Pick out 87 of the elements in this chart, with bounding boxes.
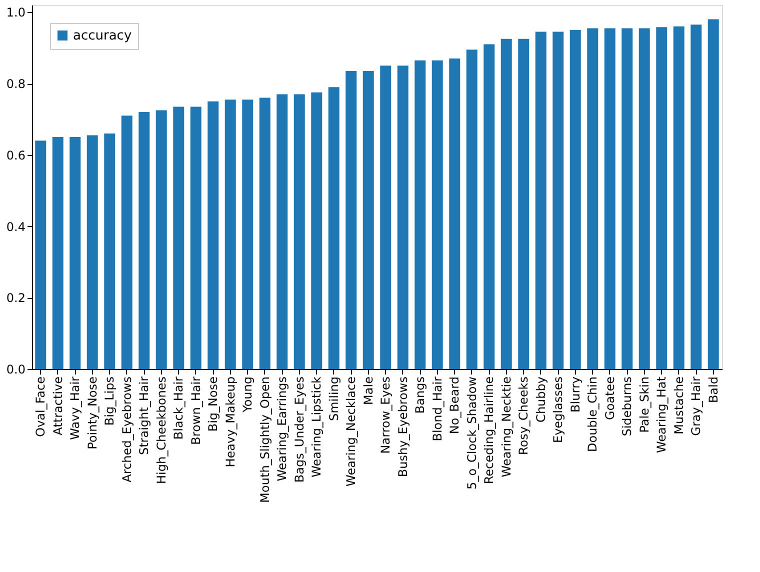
x-tick-label: Bangs [413, 376, 428, 414]
x-tick-label: 5_o_Clock_Shadow [464, 376, 479, 490]
bar [190, 106, 202, 369]
x-tick-label: Rosy_Cheeks [516, 376, 531, 455]
bar [690, 24, 702, 369]
y-tick-label: 0.2 [6, 291, 26, 306]
bar [35, 140, 46, 369]
x-tick-label: Eyeglasses [551, 376, 566, 444]
x-tick-label: Bald [706, 376, 720, 404]
bar [535, 32, 546, 369]
x-tick-label: Wearing_Necklace [344, 376, 358, 486]
x-tick-label: Blond_Hair [430, 376, 444, 442]
x-tick-label: Bushy_Eyebrows [396, 376, 410, 478]
y-tick-label: 0.8 [6, 77, 26, 92]
x-tick-label: Bags_Under_Eyes [292, 376, 306, 483]
x-tick-label: Gray_Hair [689, 376, 704, 436]
bar [52, 137, 64, 369]
bar [311, 92, 322, 369]
bar [86, 135, 98, 369]
x-tick-label: Mustache [672, 376, 686, 434]
x-tick-label: Black_Hair [172, 376, 186, 440]
bar [276, 94, 288, 369]
y-tick-label: 0.0 [6, 362, 26, 376]
x-tick-label: Pale_Skin [637, 376, 652, 433]
bar [397, 66, 408, 369]
bar [138, 112, 150, 369]
bar [466, 50, 478, 369]
bar [449, 58, 460, 369]
x-tick-label: Young [240, 376, 255, 414]
bar [432, 60, 443, 369]
bar [121, 116, 132, 369]
bar [604, 28, 616, 369]
bar [518, 38, 530, 369]
x-tick-label: Smiling [326, 376, 341, 422]
x-tick-label: Mouth_Slightly_Open [258, 376, 272, 503]
x-tick-label: Sideburns [620, 376, 634, 436]
bar [224, 100, 236, 369]
bar [500, 38, 512, 369]
x-tick-label: Big_Lips [102, 376, 117, 426]
x-tick-label: Wearing_Necktie [499, 376, 514, 478]
x-tick-label: Straight_Hair [137, 376, 152, 456]
bar [328, 87, 340, 369]
legend-label: accuracy [73, 28, 132, 44]
bar [173, 106, 184, 369]
bar [414, 60, 426, 369]
bar [156, 110, 167, 369]
x-tick-label: Wearing_Lipstick [310, 376, 324, 478]
bar [259, 98, 270, 369]
x-tick-label: Male [361, 376, 376, 405]
y-tick-label: 0.6 [6, 148, 26, 162]
x-tick-label: Double_Chin [586, 376, 600, 452]
bar [622, 28, 633, 369]
x-tick-label: Arched_Eyebrows [120, 376, 134, 482]
bar [638, 28, 650, 369]
x-tick-label: Wearing_Earrings [275, 376, 290, 482]
x-tick-label: Goatee [602, 376, 617, 420]
bar [70, 137, 81, 369]
x-tick-label: Brown_Hair [188, 376, 203, 445]
bar [380, 66, 392, 369]
bar [294, 94, 305, 369]
x-tick-label: Heavy_Makeup [223, 376, 238, 468]
bar [208, 101, 219, 369]
x-tick-label: Narrow_Eyes [378, 376, 393, 454]
x-tick-label: Attractive [50, 376, 65, 436]
bar [242, 100, 254, 369]
x-tick-label: Wearing_Hat [654, 376, 669, 453]
bar [587, 28, 598, 369]
y-tick-label: 1.0 [6, 6, 26, 20]
bar [104, 133, 116, 369]
x-tick-label: Wavy_Hair [68, 376, 82, 440]
bar [362, 71, 374, 369]
bar [708, 19, 719, 369]
x-tick-label: Oval_Face [34, 376, 48, 437]
x-tick-label: No_Beard [448, 376, 462, 434]
x-tick-label: High_Cheekbones [154, 376, 168, 484]
bar [484, 44, 495, 369]
y-tick-label: 0.4 [6, 220, 26, 234]
bar [656, 27, 668, 369]
bar [552, 32, 564, 369]
x-tick-label: Receding_Hairline [482, 376, 496, 484]
x-tick-label: Big_Nose [206, 376, 220, 432]
x-tick-label: Blurry [568, 376, 582, 412]
bar [673, 26, 684, 369]
x-tick-label: Pointy_Nose [85, 376, 100, 450]
x-tick-label: Chubby [534, 376, 548, 422]
bar [570, 30, 581, 369]
bar [346, 71, 357, 369]
